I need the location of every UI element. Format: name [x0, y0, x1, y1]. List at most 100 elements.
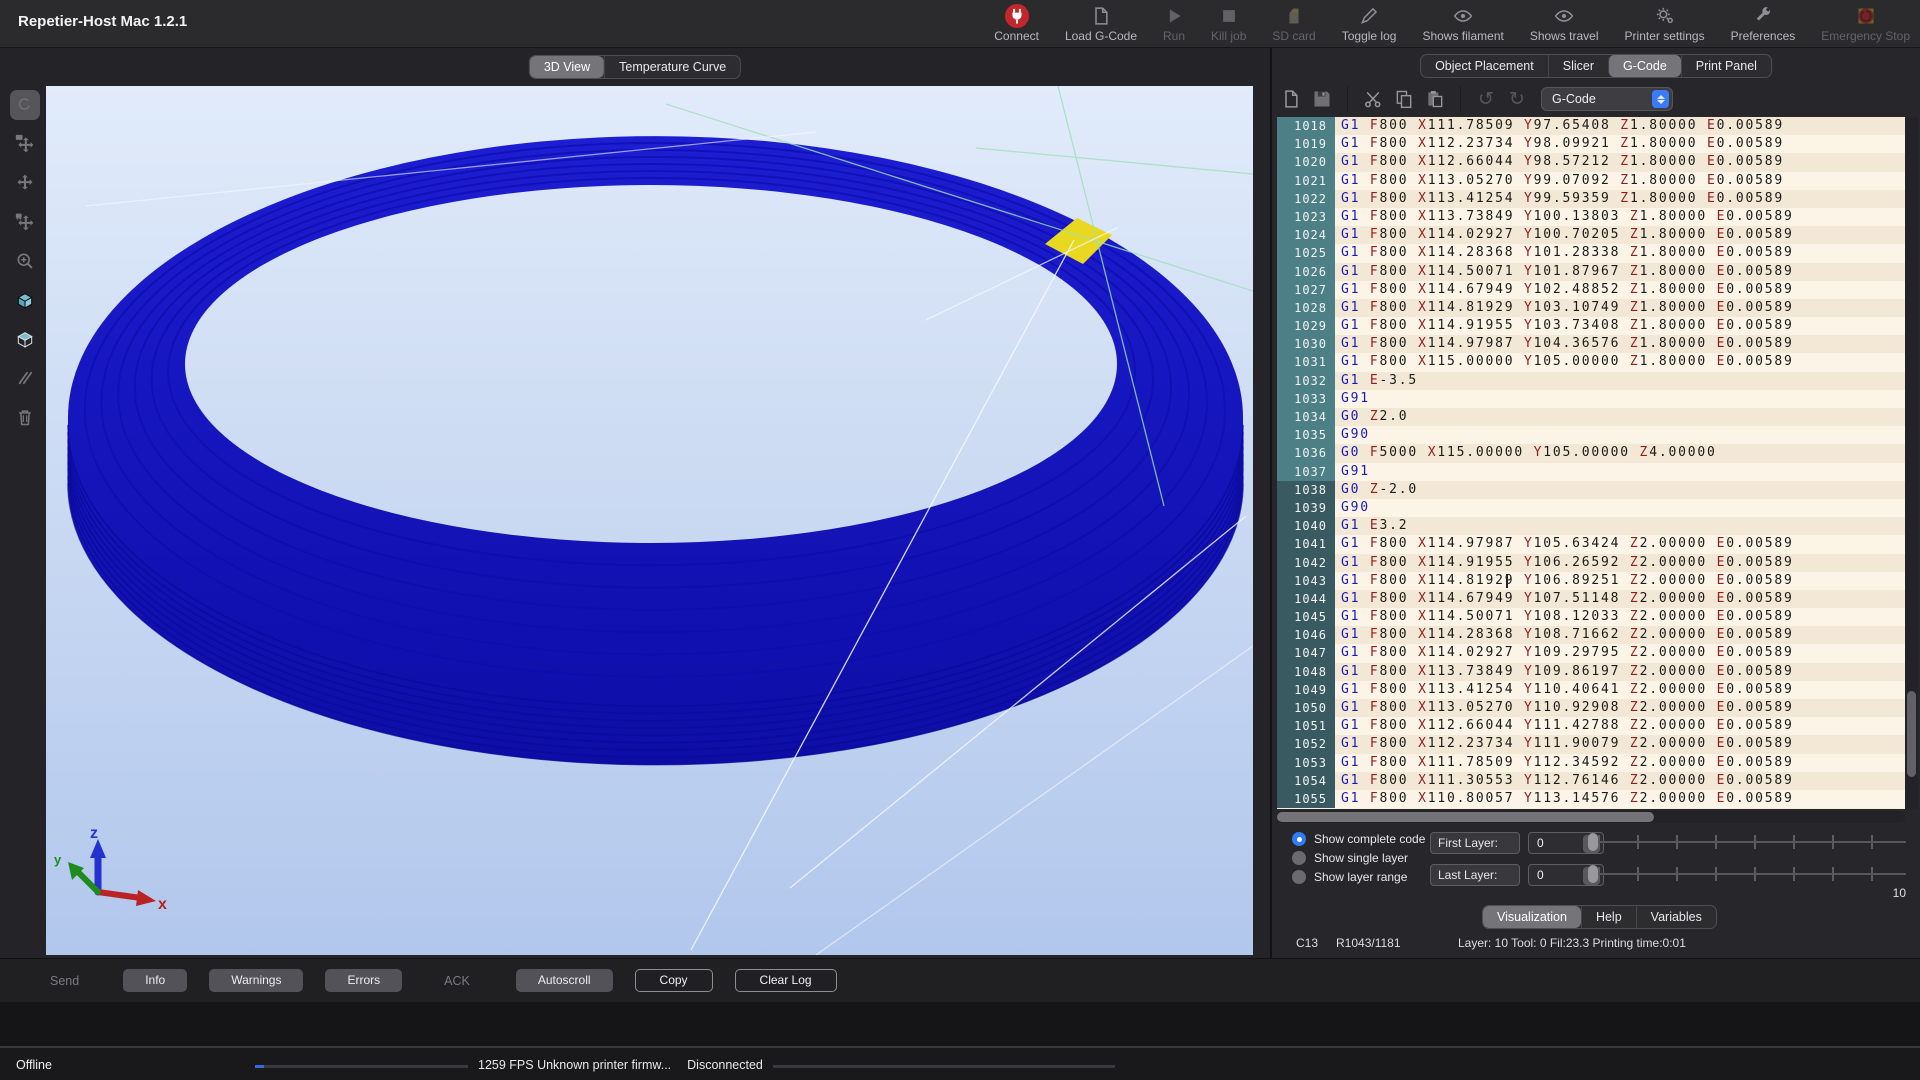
gcode-line[interactable]: 1043 G1 F800 X114.81929 Y106.89251 Z2.000…	[1277, 571, 1905, 590]
gcode-file-dropdown[interactable]: G-Code	[1541, 87, 1673, 111]
gcode-line[interactable]: 1047 G1 F800 X114.02927 Y109.29795 Z2.000…	[1277, 644, 1905, 663]
gcode-line[interactable]: 1031 G1 F800 X115.00000 Y105.00000 Z1.800…	[1277, 353, 1905, 372]
gcode-line[interactable]: 1019 G1 F800 X112.23734 Y98.09921 Z1.8000…	[1277, 135, 1905, 154]
cut-button[interactable]	[1362, 88, 1384, 110]
first-layer-slider[interactable]	[1588, 833, 1906, 851]
slider-handle[interactable]	[1588, 833, 1598, 851]
gcode-line[interactable]: 1048 G1 F800 X113.73849 Y109.86197 Z2.000…	[1277, 662, 1905, 681]
warnings-toggle[interactable]: Warnings	[209, 969, 304, 992]
gcode-line[interactable]: 1040 G1 E3.2	[1277, 517, 1905, 536]
gcode-line[interactable]: 1051 G1 F800 X112.66044 Y111.42788 Z2.000…	[1277, 717, 1905, 736]
copy-button[interactable]: Copy	[634, 969, 713, 992]
tab-slicer[interactable]: Slicer	[1547, 55, 1608, 77]
slider-track[interactable]	[1598, 835, 1906, 849]
line-number: 1049	[1277, 680, 1335, 699]
gcode-line[interactable]: 1050 G1 F800 X113.05270 Y110.92908 Z2.000…	[1277, 699, 1905, 718]
move-object-tool[interactable]	[10, 207, 40, 237]
slider-track[interactable]	[1598, 867, 1906, 881]
undo-button[interactable]: ↺	[1475, 88, 1497, 110]
gcode-line[interactable]: 1044 G1 F800 X114.67949 Y107.51148 Z2.000…	[1277, 589, 1905, 609]
gcode-line[interactable]: 1028 G1 F800 X114.81929 Y103.10749 Z1.800…	[1277, 298, 1905, 318]
tab-variables[interactable]: Variables	[1635, 906, 1716, 928]
travel-grid-lines	[85, 86, 1253, 955]
delete-object-button[interactable]	[10, 402, 40, 432]
gcode-line[interactable]: 1024 G1 F800 X114.02927 Y100.70205 Z1.800…	[1277, 226, 1905, 245]
gcode-line[interactable]: 1042 G1 F800 X114.91955 Y106.26592 Z2.000…	[1277, 553, 1905, 572]
gcode-line[interactable]: 1022 G1 F800 X113.41254 Y99.59359 Z1.8000…	[1277, 189, 1905, 208]
cross-section-tool[interactable]	[10, 363, 40, 393]
slider-handle[interactable]	[1588, 865, 1598, 883]
3d-viewport[interactable]: z x y	[46, 86, 1253, 955]
gcode-line[interactable]: 1053 G1 F800 X111.78509 Y112.34592 Z2.000…	[1277, 753, 1905, 772]
last-layer-slider[interactable]	[1588, 865, 1906, 883]
autoscroll-toggle[interactable]: Autoscroll	[515, 969, 613, 992]
gcode-line[interactable]: 1018 G1 F800 X111.78509 Y97.65408 Z1.8000…	[1277, 117, 1905, 136]
tab-help[interactable]: Help	[1580, 906, 1636, 928]
gcode-line[interactable]: 1029 G1 F800 X114.91955 Y103.73408 Z1.800…	[1277, 317, 1905, 336]
tab-visualization[interactable]: Visualization	[1483, 906, 1581, 928]
toolbar-printer-settings-button[interactable]: Printer settings	[1625, 5, 1705, 43]
toolbar-shows-travel-button[interactable]: Shows travel	[1530, 5, 1599, 43]
editor-horizontal-scrollbar[interactable]	[1277, 811, 1905, 823]
rotate-camera-tool[interactable]	[10, 129, 40, 159]
gcode-line[interactable]: 1023 G1 F800 X113.73849 Y100.13803 Z1.800…	[1277, 207, 1905, 227]
vertical-scroll-thumb[interactable]	[1907, 691, 1916, 777]
gcode-editor[interactable]: 1018 G1 F800 X111.78509 Y97.65408 Z1.8000…	[1277, 117, 1918, 809]
redo-button[interactable]: ↻	[1506, 88, 1528, 110]
line-number: 1041	[1277, 535, 1335, 554]
filament-visualization-toggle[interactable]	[10, 285, 40, 315]
gcode-line[interactable]: 1052 G1 F800 X112.23734 Y111.90079 Z2.000…	[1277, 735, 1905, 754]
editor-vertical-scrollbar[interactable]	[1905, 117, 1918, 809]
gcode-line[interactable]: 1032 G1 E-3.5	[1277, 371, 1905, 390]
tab-g-code[interactable]: G-Code	[1608, 55, 1681, 77]
radio-show-layer-range[interactable]: Show layer range	[1292, 870, 1425, 884]
tab-print-panel[interactable]: Print Panel	[1680, 55, 1771, 77]
gcode-line[interactable]: 1039 G90	[1277, 498, 1905, 518]
toolbar-connect-button[interactable]: Connect	[994, 4, 1039, 43]
radio-show-complete-code[interactable]: Show complete code	[1292, 832, 1425, 846]
clear-log-button[interactable]: Clear Log	[734, 969, 837, 992]
tab-3d-view[interactable]: 3D View	[529, 56, 605, 78]
gcode-line[interactable]: 1026 G1 F800 X114.50071 Y101.87967 Z1.800…	[1277, 262, 1905, 281]
gcode-line[interactable]: 1025 G1 F800 X114.28368 Y101.28338 Z1.800…	[1277, 244, 1905, 263]
new-file-button[interactable]	[1280, 88, 1302, 110]
view-mode-button[interactable]	[10, 90, 40, 120]
first-layer-value: 0	[1537, 836, 1544, 850]
info-toggle[interactable]: Info	[123, 969, 188, 992]
status-bar: Offline 1259 FPS Unknown printer firmw..…	[0, 1052, 1920, 1080]
gcode-line[interactable]: 1038 G0 Z-2.0	[1277, 480, 1905, 499]
log-output-area[interactable]	[0, 1002, 1920, 1048]
gcode-line[interactable]: 1035 G90	[1277, 426, 1905, 445]
zoom-tool[interactable]	[10, 246, 40, 276]
preferences-icon	[1753, 5, 1773, 27]
gcode-line[interactable]: 1034 G0 Z2.0	[1277, 408, 1905, 427]
horizontal-scroll-thumb[interactable]	[1277, 812, 1654, 822]
gcode-line[interactable]: 1037 G91	[1277, 462, 1905, 481]
paste-button[interactable]	[1424, 88, 1446, 110]
gcode-line[interactable]: 1036 G0 F5000 X115.00000 Y105.00000 Z4.00…	[1277, 444, 1905, 463]
toolbar-load-gcode-button[interactable]: Load G-Code	[1065, 5, 1137, 43]
gcode-line[interactable]: 1045 G1 F800 X114.50071 Y108.12033 Z2.000…	[1277, 608, 1905, 627]
errors-toggle[interactable]: Errors	[325, 969, 403, 992]
gcode-line[interactable]: 1046 G1 F800 X114.28368 Y108.71662 Z2.000…	[1277, 626, 1905, 645]
gcode-line[interactable]: 1055 G1 F800 X110.80057 Y113.14576 Z2.000…	[1277, 789, 1905, 809]
gcode-line[interactable]: 1054 G1 F800 X111.30553 Y112.76146 Z2.000…	[1277, 771, 1905, 790]
gcode-line[interactable]: 1049 G1 F800 X113.41254 Y110.40641 Z2.000…	[1277, 680, 1905, 699]
gcode-line[interactable]: 1041 G1 F800 X114.97987 Y105.63424 Z2.000…	[1277, 535, 1905, 554]
gcode-text: G90	[1335, 498, 1905, 518]
tab-object-placement[interactable]: Object Placement	[1435, 59, 1534, 73]
radio-show-single-layer[interactable]: Show single layer	[1292, 851, 1425, 865]
toolbar-shows-filament-button[interactable]: Shows filament	[1422, 5, 1504, 43]
gcode-line[interactable]: 1020 G1 F800 X112.66044 Y98.57212 Z1.8000…	[1277, 153, 1905, 172]
gcode-line[interactable]: 1027 G1 F800 X114.67949 Y102.48852 Z1.800…	[1277, 280, 1905, 299]
gcode-line[interactable]: 1030 G1 F800 X114.97987 Y104.36576 Z1.800…	[1277, 335, 1905, 354]
gcode-line[interactable]: 1021 G1 F800 X113.05270 Y99.07092 Z1.8000…	[1277, 171, 1905, 190]
tab-temperature-curve[interactable]: Temperature Curve	[604, 56, 740, 78]
copy-button[interactable]	[1393, 88, 1415, 110]
save-button[interactable]	[1311, 88, 1333, 110]
toolbar-toggle-log-button[interactable]: Toggle log	[1342, 5, 1396, 43]
move-viewpoint-tool[interactable]	[10, 168, 40, 198]
travel-visualization-toggle[interactable]	[10, 324, 40, 354]
gcode-line[interactable]: 1033 G91	[1277, 389, 1905, 408]
toolbar-preferences-button[interactable]: Preferences	[1731, 5, 1795, 43]
